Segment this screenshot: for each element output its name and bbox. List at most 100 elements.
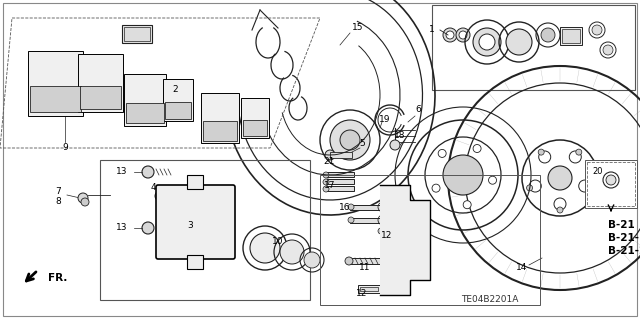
Circle shape [541, 28, 555, 42]
Circle shape [473, 28, 501, 56]
Circle shape [323, 186, 329, 192]
Polygon shape [126, 103, 164, 123]
Circle shape [479, 34, 495, 50]
Text: 1: 1 [429, 26, 435, 34]
Bar [585, 160, 637, 208]
Bar [350, 205, 385, 210]
Circle shape [456, 28, 470, 42]
Circle shape [432, 184, 440, 192]
Circle shape [446, 31, 454, 39]
Text: 14: 14 [516, 263, 528, 272]
Text: 19: 19 [378, 115, 390, 124]
Circle shape [340, 130, 360, 150]
Bar [432, 5, 635, 90]
Circle shape [538, 149, 544, 155]
Polygon shape [380, 185, 430, 295]
Text: TE04B2201A: TE04B2201A [461, 295, 518, 305]
Circle shape [142, 222, 154, 234]
Text: 5: 5 [359, 138, 365, 147]
Circle shape [438, 149, 446, 157]
Circle shape [345, 257, 353, 265]
Circle shape [323, 179, 329, 185]
Circle shape [588, 185, 593, 191]
Text: 12: 12 [381, 231, 393, 240]
Circle shape [81, 198, 89, 206]
Circle shape [459, 31, 467, 39]
Text: 20: 20 [593, 167, 604, 176]
Text: B-21-2: B-21-2 [608, 246, 640, 256]
Text: 11: 11 [359, 263, 371, 272]
Text: B-21-1: B-21-1 [608, 233, 640, 243]
Circle shape [304, 252, 320, 268]
Bar [560, 27, 582, 45]
Circle shape [443, 155, 483, 195]
Circle shape [250, 233, 280, 263]
Circle shape [155, 191, 165, 201]
Bar [326, 172, 354, 177]
Circle shape [592, 25, 602, 35]
Bar [122, 25, 152, 43]
Text: 13: 13 [116, 224, 128, 233]
Text: 10: 10 [272, 238, 284, 247]
Circle shape [554, 198, 566, 210]
Text: 21: 21 [324, 158, 335, 167]
Circle shape [570, 151, 581, 163]
Circle shape [576, 149, 582, 155]
Bar [330, 152, 352, 158]
FancyBboxPatch shape [156, 185, 235, 259]
Text: 3: 3 [187, 220, 193, 229]
Circle shape [142, 166, 154, 178]
Circle shape [506, 29, 532, 55]
Polygon shape [201, 93, 239, 143]
Circle shape [78, 193, 88, 203]
Polygon shape [241, 98, 269, 138]
Text: 17: 17 [323, 181, 335, 189]
Text: 4: 4 [150, 183, 156, 192]
Bar [326, 186, 354, 191]
Text: 13: 13 [116, 167, 128, 176]
Bar [348, 258, 380, 264]
Circle shape [378, 228, 384, 234]
Polygon shape [163, 79, 193, 121]
Circle shape [488, 176, 497, 184]
Text: 12: 12 [356, 288, 368, 298]
Circle shape [348, 217, 354, 223]
Bar [320, 175, 540, 305]
Polygon shape [124, 74, 166, 126]
Circle shape [473, 145, 481, 152]
Circle shape [325, 150, 335, 160]
Circle shape [548, 166, 572, 190]
Text: 8: 8 [55, 197, 61, 206]
Bar [360, 287, 378, 291]
Circle shape [539, 151, 550, 163]
Bar [358, 285, 380, 293]
Text: B-21: B-21 [608, 220, 635, 230]
Circle shape [527, 185, 532, 191]
Circle shape [280, 240, 304, 264]
Text: 6: 6 [415, 106, 421, 115]
Text: 7: 7 [55, 188, 61, 197]
Circle shape [323, 172, 329, 178]
Bar [100, 160, 310, 300]
Polygon shape [203, 121, 237, 140]
Polygon shape [28, 50, 83, 115]
Text: 16: 16 [339, 204, 350, 212]
Circle shape [529, 180, 541, 192]
Text: 15: 15 [352, 24, 364, 33]
Text: 18: 18 [394, 130, 406, 139]
Bar [562, 29, 580, 43]
Text: 2: 2 [172, 85, 178, 94]
Circle shape [463, 201, 471, 209]
Bar [350, 218, 385, 223]
Polygon shape [243, 120, 267, 136]
Bar [124, 27, 150, 41]
Circle shape [330, 120, 370, 160]
Bar [187, 175, 203, 189]
Bar [326, 179, 354, 184]
Circle shape [443, 28, 457, 42]
Circle shape [348, 204, 354, 210]
Bar [587, 162, 635, 206]
Text: 9: 9 [62, 144, 68, 152]
Bar [164, 195, 227, 249]
Bar [380, 228, 398, 234]
